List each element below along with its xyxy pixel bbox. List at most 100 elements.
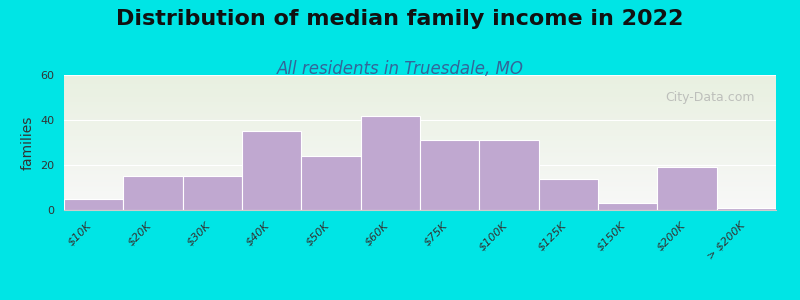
Bar [64,171,776,172]
Bar [64,76,776,78]
Bar [64,144,776,145]
Bar [64,151,776,152]
Bar [361,116,420,210]
Bar [64,157,776,159]
Bar [479,140,538,210]
Bar [64,172,776,173]
Bar [64,91,776,92]
Bar [598,203,658,210]
Bar [64,114,776,116]
Bar [64,156,776,157]
Bar [64,109,776,110]
Bar [64,106,776,107]
Bar [64,179,776,180]
Bar [182,176,242,210]
Bar [64,166,776,167]
Bar [64,86,776,87]
Bar [64,105,776,106]
Bar [64,134,776,136]
Bar [64,142,776,144]
Bar [64,184,776,186]
Bar [64,130,776,132]
Bar [64,83,776,84]
Bar [64,168,776,170]
Bar [64,126,776,128]
Bar [64,169,776,171]
Bar [64,159,776,160]
Bar [420,140,479,210]
Bar [64,128,776,129]
Bar [658,167,717,210]
Bar [64,195,776,196]
Bar [64,124,776,125]
Bar [302,156,361,210]
Bar [64,155,776,156]
Bar [64,149,776,151]
Bar [64,78,776,79]
Bar [64,85,776,86]
Bar [64,167,776,168]
Bar [64,199,776,201]
Bar [64,187,776,188]
Bar [64,147,776,148]
Bar [64,188,776,190]
Bar [64,102,776,103]
Bar [64,88,776,90]
Bar [64,183,776,184]
Bar [717,208,776,210]
Bar [64,145,776,147]
Bar [64,87,776,88]
Bar [64,178,776,179]
Bar [64,180,776,181]
Bar [64,95,776,97]
Bar [64,133,776,134]
Bar [64,107,776,109]
Bar [64,182,776,183]
Bar [64,75,776,76]
Bar [64,101,776,102]
Bar [64,125,776,126]
Bar [64,164,776,165]
Bar [64,99,776,101]
Bar [64,206,776,207]
Bar [64,160,776,161]
Bar [64,203,776,205]
Bar [64,79,776,80]
Bar [123,176,182,210]
Bar [64,193,776,194]
Bar [64,121,776,122]
Bar [242,131,302,210]
Bar [64,113,776,114]
Bar [64,199,123,210]
Bar [64,112,776,113]
Bar [64,98,776,99]
Bar [64,80,776,82]
Bar [538,178,598,210]
Bar [64,186,776,187]
Bar [64,194,776,195]
Bar [64,140,776,141]
Bar [64,190,776,191]
Bar [64,117,776,118]
Y-axis label: families: families [21,115,34,170]
Bar [64,176,776,178]
Bar [64,97,776,98]
Bar [64,152,776,153]
Text: Distribution of median family income in 2022: Distribution of median family income in … [116,9,684,29]
Bar [64,119,776,121]
Bar [64,132,776,133]
Bar [64,137,776,138]
Bar [64,191,776,193]
Text: City-Data.com: City-Data.com [665,91,754,104]
Bar [64,118,776,119]
Bar [64,116,776,117]
Bar [64,129,776,130]
Bar [64,153,776,155]
Bar [64,200,776,202]
Bar [64,196,776,198]
Bar [64,90,776,91]
Bar [64,175,776,176]
Bar [64,207,776,209]
Bar [64,110,776,111]
Bar [64,163,776,164]
